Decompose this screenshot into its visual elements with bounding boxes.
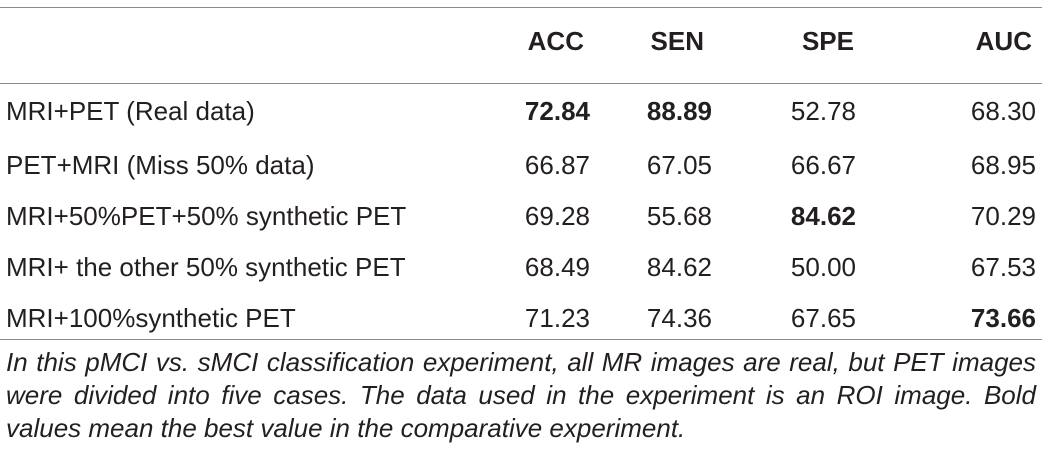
table-row: MRI+50%PET+50% synthetic PET 69.28 55.68 84… — [0, 191, 1042, 242]
cell-sen: 74.36 — [646, 303, 712, 333]
column-header-acc: ACC — [527, 26, 584, 56]
cell-auc: 68.30 — [970, 96, 1036, 126]
row-label: MRI+100%synthetic PET — [6, 303, 296, 333]
cell-sen: 67.05 — [646, 150, 712, 180]
results-table: ACC SEN SPE AUC MRI+PET (Real data) 72.84… — [0, 0, 1042, 344]
column-header-spe: SPE — [801, 26, 854, 56]
table-row: MRI+ the other 50% synthetic PET 68.49 84.… — [0, 242, 1042, 293]
column-header-stub — [0, 0, 468, 83]
row-label: MRI+PET (Real data) — [6, 96, 255, 126]
row-label: MRI+50%PET+50% synthetic PET — [6, 201, 407, 231]
cell-auc: 67.53 — [970, 252, 1036, 282]
cell-acc: 72.84 — [524, 96, 590, 126]
table-footnote: In this pMCI vs. sMCI classification exp… — [6, 347, 1036, 443]
row-label: PET+MRI (Miss 50% data) — [6, 150, 315, 180]
cell-spe: 67.65 — [790, 303, 856, 333]
cell-sen: 84.62 — [646, 252, 712, 282]
cell-acc: 68.49 — [524, 252, 590, 282]
cell-auc: 70.29 — [970, 201, 1036, 231]
cell-sen: 88.89 — [646, 96, 712, 126]
column-header-sen: SEN — [650, 26, 704, 56]
table-header-rule — [0, 83, 1042, 84]
cell-acc: 71.23 — [524, 303, 590, 333]
cell-spe: 84.62 — [790, 201, 856, 231]
table-row: MRI+PET (Real data) 72.84 88.89 52.78 68.30 — [0, 83, 1042, 140]
cell-acc: 69.28 — [524, 201, 590, 231]
table-header-row: ACC SEN SPE AUC — [0, 0, 1042, 83]
cell-sen: 55.68 — [646, 201, 712, 231]
cell-spe: 66.67 — [790, 150, 856, 180]
column-header-auc: AUC — [975, 26, 1032, 56]
table-bottom-rule — [0, 339, 1042, 340]
cell-spe: 52.78 — [790, 96, 856, 126]
cell-spe: 50.00 — [790, 252, 856, 282]
row-label: MRI+ the other 50% synthetic PET — [6, 252, 406, 282]
table-top-rule — [0, 7, 1042, 8]
cell-auc: 73.66 — [970, 303, 1036, 333]
table-row: PET+MRI (Miss 50% data) 66.87 67.05 66.67 68… — [0, 140, 1042, 191]
table-row: MRI+100%synthetic PET 71.23 74.36 67.65 73.6… — [0, 293, 1042, 344]
cell-auc: 68.95 — [970, 150, 1036, 180]
cell-acc: 66.87 — [524, 150, 590, 180]
